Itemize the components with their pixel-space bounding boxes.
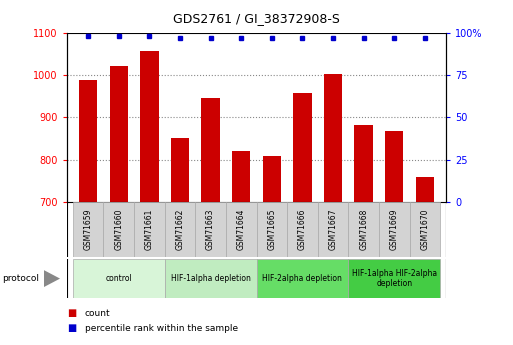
Bar [348,202,379,257]
Bar [226,202,256,257]
Bar [416,177,434,202]
Text: GSM71661: GSM71661 [145,209,154,250]
Bar [318,202,348,257]
Bar [256,202,287,257]
Text: GSM71670: GSM71670 [420,209,429,250]
Bar [171,138,189,202]
Bar [293,93,311,202]
Bar [348,259,440,298]
Text: GSM71666: GSM71666 [298,209,307,250]
Bar [134,202,165,257]
Bar [73,259,165,298]
Bar [263,156,281,202]
Bar [195,202,226,257]
Text: GSM71664: GSM71664 [236,209,246,250]
Text: count: count [85,309,110,318]
Bar [256,259,348,298]
Bar [165,259,256,298]
Bar [232,151,250,202]
Bar [165,202,195,257]
Bar [379,202,409,257]
Text: ■: ■ [67,324,76,333]
Text: percentile rank within the sample: percentile rank within the sample [85,324,238,333]
Bar [385,131,403,202]
Text: HIF-2alpha depletion: HIF-2alpha depletion [263,274,342,283]
Bar [409,202,440,257]
Text: GSM71659: GSM71659 [84,209,93,250]
Text: HIF-1alpha depletion: HIF-1alpha depletion [171,274,250,283]
Text: GSM71669: GSM71669 [390,209,399,250]
FancyArrow shape [44,270,60,287]
Text: HIF-1alpha HIF-2alpha
depletion: HIF-1alpha HIF-2alpha depletion [352,269,437,288]
Text: GSM71663: GSM71663 [206,209,215,250]
Text: control: control [105,274,132,283]
Text: GSM71668: GSM71668 [359,209,368,250]
Bar [287,202,318,257]
Text: GSM71660: GSM71660 [114,209,123,250]
Text: GSM71662: GSM71662 [175,209,185,250]
Text: protocol: protocol [3,274,40,283]
Text: GSM71667: GSM71667 [328,209,338,250]
Bar [104,202,134,257]
Text: GDS2761 / GI_38372908-S: GDS2761 / GI_38372908-S [173,12,340,25]
Bar [79,80,97,202]
Bar [202,98,220,202]
Bar [110,66,128,202]
Text: GSM71665: GSM71665 [267,209,277,250]
Bar [140,51,159,202]
Bar [324,74,342,202]
Bar [73,202,104,257]
Bar [354,125,373,202]
Text: ■: ■ [67,308,76,318]
